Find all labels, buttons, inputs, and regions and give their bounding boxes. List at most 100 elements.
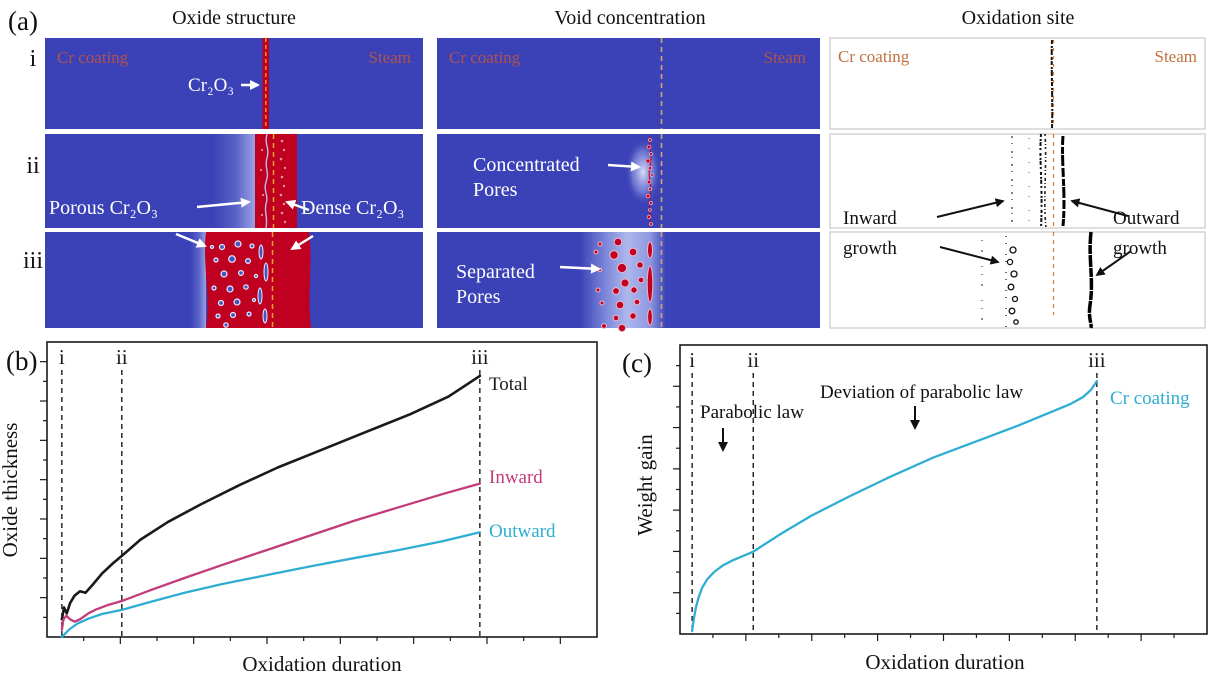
pore bbox=[609, 250, 619, 260]
marker-label-iii: iii bbox=[471, 345, 489, 369]
column-title-oxidation-site: Oxidation site bbox=[962, 7, 1075, 29]
marker-label-i: i bbox=[59, 345, 65, 369]
plot-frame bbox=[46, 341, 598, 638]
oxide-structure-row-ii: Porous Cr₂O₃ Dense Cr₂O₃ bbox=[45, 133, 423, 229]
pore bbox=[1013, 319, 1019, 325]
pore bbox=[282, 148, 286, 152]
column-title-void-concentration: Void concentration bbox=[554, 7, 705, 29]
pore bbox=[615, 300, 625, 310]
pore-blob bbox=[263, 262, 269, 282]
pore bbox=[249, 243, 255, 249]
pore bbox=[636, 261, 644, 269]
chart-oxide-thickness: i ii iii (b) Oxide thickness Oxidation dur… bbox=[0, 341, 598, 676]
pore-blob bbox=[262, 308, 268, 324]
pore bbox=[646, 214, 652, 220]
cr-coating-label: Cr coating bbox=[838, 47, 910, 66]
pore bbox=[226, 285, 234, 293]
dense-arrow bbox=[285, 200, 310, 212]
cr-coating-label: Cr coating bbox=[57, 48, 129, 67]
annotation-deviation: Deviation of parabolic law bbox=[820, 382, 1023, 403]
pore bbox=[612, 314, 620, 322]
steam-label: Steam bbox=[764, 48, 807, 67]
cr2o3-label: Cr₂O₃ bbox=[188, 75, 234, 96]
outward-growth-arrow-row3 bbox=[1095, 250, 1132, 277]
pore bbox=[229, 311, 237, 319]
inner-speckle-dense-1 bbox=[1039, 133, 1043, 229]
pore bbox=[620, 278, 630, 288]
series-label-total: Total bbox=[489, 374, 528, 395]
pore-blob bbox=[647, 241, 653, 259]
pore bbox=[209, 244, 215, 250]
void-concentration-row-i: Cr coating Steam bbox=[437, 38, 820, 129]
separated-pores-label-line1: Separated bbox=[456, 261, 535, 283]
pore bbox=[234, 240, 242, 248]
oxidation-site-row-iii: growth growth bbox=[829, 231, 1206, 329]
pore bbox=[220, 270, 228, 278]
x-axis-label: Oxidation duration bbox=[865, 650, 1025, 674]
concentrated-pore-chain bbox=[645, 138, 654, 226]
pore bbox=[593, 249, 599, 255]
row-label-iii: iii bbox=[23, 248, 43, 274]
pore bbox=[628, 247, 638, 257]
series-total bbox=[60, 374, 482, 621]
steam-label: Steam bbox=[369, 48, 412, 67]
pore bbox=[282, 202, 286, 206]
separated-pores-label-line2: Pores bbox=[456, 286, 501, 308]
pore bbox=[245, 258, 252, 265]
cr-coating-label: Cr coating bbox=[449, 48, 521, 67]
column-title-oxide-structure: Oxide structure bbox=[172, 7, 296, 29]
pore bbox=[246, 311, 252, 317]
pore bbox=[1009, 246, 1017, 254]
pore bbox=[601, 323, 607, 329]
pore bbox=[650, 173, 654, 177]
pore bbox=[260, 148, 264, 152]
steam-label: Steam bbox=[1155, 47, 1198, 66]
plot-area-c: i ii iii bbox=[673, 344, 1208, 641]
inner-speckle-dense-2 bbox=[1044, 133, 1047, 229]
pore bbox=[243, 284, 249, 290]
pore bbox=[646, 179, 652, 185]
marker-label-ii: ii bbox=[747, 348, 759, 372]
oxidation-site-row-i: Cr coating Steam bbox=[829, 37, 1206, 130]
series-label-outward: Outward bbox=[489, 521, 556, 542]
pore bbox=[259, 168, 263, 172]
pore bbox=[629, 312, 637, 320]
outward-growth-arrow bbox=[1070, 198, 1129, 217]
pore bbox=[211, 285, 217, 291]
pore bbox=[217, 299, 225, 307]
pore bbox=[612, 287, 620, 295]
pore bbox=[280, 139, 284, 143]
series-label-cr-coating: Cr coating bbox=[1110, 388, 1190, 409]
pore bbox=[279, 157, 283, 161]
pore-blob bbox=[257, 287, 263, 305]
pore bbox=[1008, 307, 1016, 315]
pore bbox=[233, 298, 241, 306]
chart-weight-gain: i ii iii (c) Weight gain Oxidation duratio… bbox=[622, 344, 1208, 674]
pore bbox=[228, 255, 236, 263]
pore bbox=[1007, 283, 1015, 291]
pore bbox=[279, 193, 283, 197]
porous-cr2o3-label: Porous Cr₂O₃ bbox=[49, 197, 158, 219]
oxidation-speckle-line bbox=[1050, 39, 1054, 129]
site-field bbox=[829, 37, 1206, 130]
inward-growth-label-line1: Inward bbox=[843, 208, 897, 229]
dense-arrow-row3 bbox=[290, 234, 314, 251]
pore bbox=[283, 220, 287, 224]
pore bbox=[597, 241, 603, 247]
inward-growth-arrow-row3 bbox=[939, 246, 1000, 265]
pore bbox=[1006, 258, 1014, 266]
site-field bbox=[829, 133, 1206, 229]
pore-rings bbox=[1006, 246, 1019, 325]
series-inward bbox=[60, 482, 482, 631]
pore bbox=[595, 287, 601, 293]
pore bbox=[648, 187, 652, 191]
row-label-ii: ii bbox=[26, 153, 40, 179]
pore bbox=[645, 158, 651, 164]
outward-growth-label-line2: growth bbox=[1113, 238, 1167, 259]
series-cr-coating bbox=[690, 379, 1099, 633]
pore bbox=[253, 273, 259, 279]
pore bbox=[280, 211, 284, 215]
annotation-parabolic-law: Parabolic law bbox=[700, 402, 804, 423]
marker-label-ii: ii bbox=[116, 345, 128, 369]
